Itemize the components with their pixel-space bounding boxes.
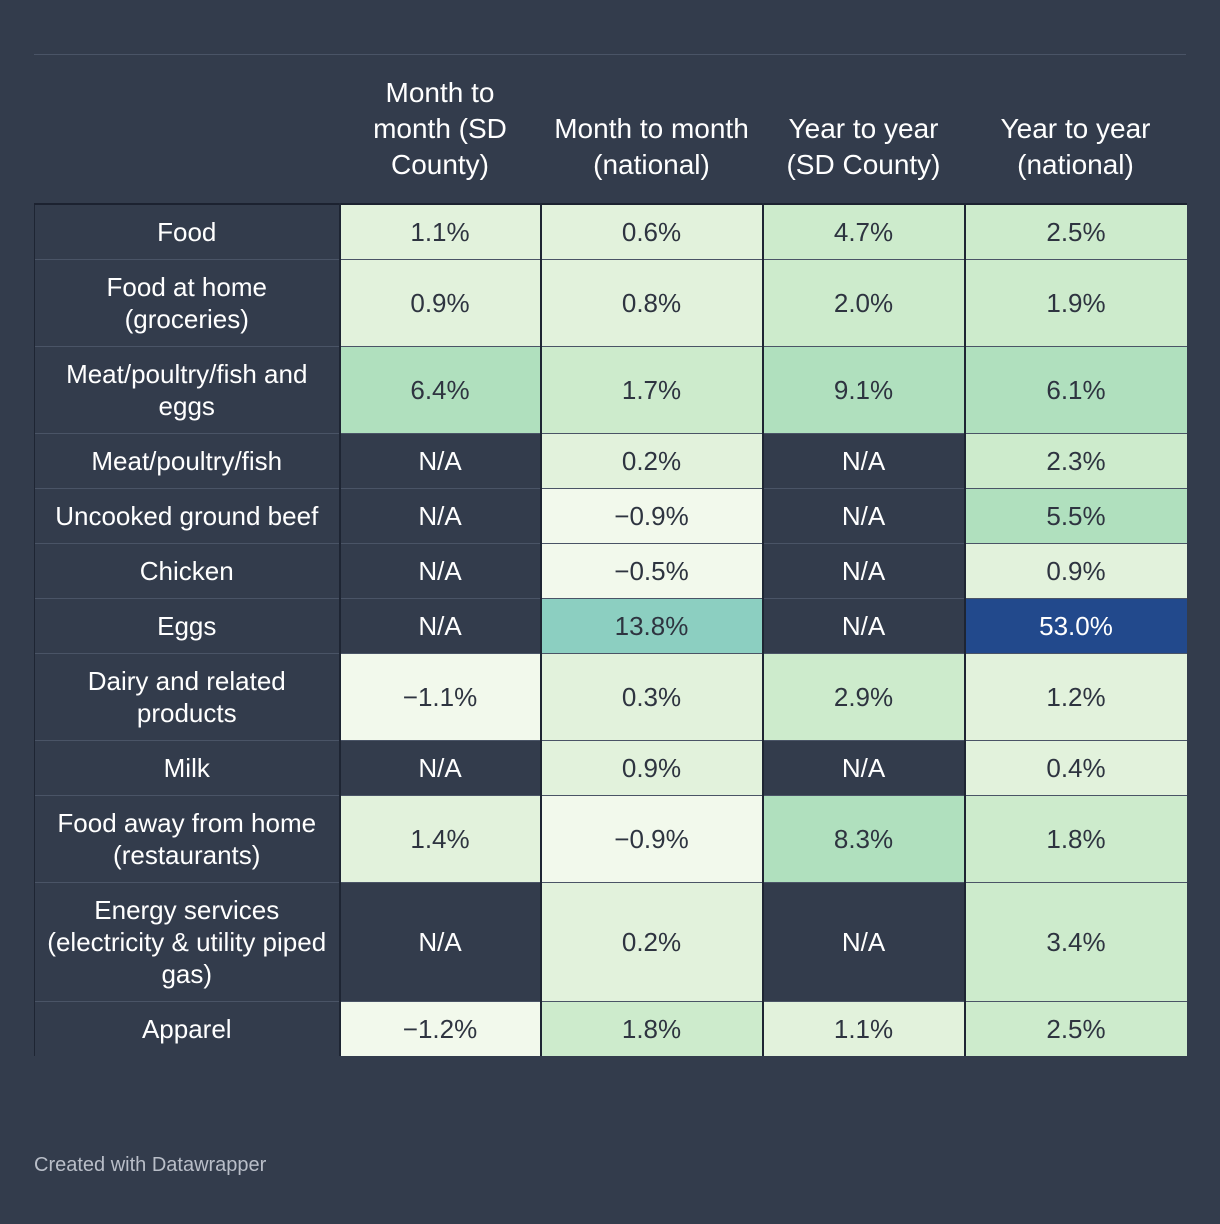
row-label: Food at home (groceries) (34, 259, 340, 347)
table-cell: N/A (761, 740, 965, 796)
column-header[interactable]: Year to year (SD County) (786, 113, 941, 180)
table-cell: N/A (338, 882, 541, 1002)
table-cell: −0.5% (539, 543, 763, 599)
table-cell: 0.2% (539, 882, 763, 1002)
table-cell: 1.4% (338, 795, 541, 883)
table-cell: 0.9% (539, 740, 763, 796)
column-header[interactable]: Month to month (national) (554, 113, 749, 180)
column-header[interactable]: Month to month (SD County) (373, 77, 507, 180)
row-label: Energy services (electricity & utility p… (34, 882, 340, 1002)
table-cell: 1.8% (539, 1001, 763, 1056)
table-cell: N/A (761, 488, 965, 544)
table-cell: 4.7% (761, 204, 965, 260)
table-cell: −1.2% (338, 1001, 541, 1056)
table-cell: 5.5% (963, 488, 1187, 544)
table-cell: 0.9% (963, 543, 1187, 599)
table-cell: N/A (761, 882, 965, 1002)
table-cell: 1.7% (539, 346, 763, 434)
table-cell: 1.2% (963, 653, 1187, 741)
table-cell: 1.8% (963, 795, 1187, 883)
row-label: Dairy and related products (34, 653, 340, 741)
footer-credit: Created with Datawrapper (34, 1154, 267, 1176)
table-cell: 3.4% (963, 882, 1187, 1002)
row-label: Food (34, 204, 340, 260)
table-row: Food 1.1% 0.6% 4.7% 2.5% (34, 204, 1187, 260)
table-row: Meat/poultry/fish and eggs 6.4% 1.7% 9.1% 6.… (34, 346, 1187, 434)
table-cell: 1.9% (963, 259, 1187, 347)
table-cell: 9.1% (761, 346, 965, 434)
table-row: Apparel −1.2% 1.8% 1.1% 2.5% (34, 1001, 1187, 1056)
table-cell: 0.8% (539, 259, 763, 347)
row-label: Chicken (34, 543, 340, 599)
table-row: Food at home (groceries) 0.9% 0.8% 2.0% 1.9% (34, 259, 1187, 347)
row-label: Apparel (34, 1001, 340, 1056)
row-label: Meat/poultry/fish (34, 433, 340, 489)
table-row: Milk N/A 0.9% N/A 0.4% (34, 740, 1187, 796)
table-row: Dairy and related products −1.1% 0.3% 2.9% 1… (34, 653, 1187, 741)
table-cell: N/A (761, 543, 965, 599)
table-cell: N/A (761, 433, 965, 489)
table-cell: N/A (338, 740, 541, 796)
table-cell: 2.5% (963, 204, 1187, 260)
table-row: Uncooked ground beef N/A −0.9% N/A 5.5% (34, 488, 1187, 544)
table-cell: 2.9% (761, 653, 965, 741)
table-container: Month to month (SD County) Month to mont… (34, 54, 1187, 1056)
table-cell: 1.1% (761, 1001, 965, 1056)
table-cell: 1.1% (338, 204, 541, 260)
table-cell: N/A (338, 488, 541, 544)
table-cell: 53.0% (963, 598, 1187, 654)
row-label: Eggs (34, 598, 340, 654)
table-cell: N/A (761, 598, 965, 654)
table-row: Food away from home (restaurants) 1.4% −0.… (34, 795, 1187, 883)
row-label: Milk (34, 740, 340, 796)
column-header (35, 75, 340, 204)
table-body: Food 1.1% 0.6% 4.7% 2.5% Food at home (grocer… (34, 204, 1187, 1056)
table-row: Meat/poultry/fish N/A 0.2% N/A 2.3% (34, 433, 1187, 489)
header-row: Month to month (SD County) Month to mont… (35, 75, 1187, 204)
row-label: Uncooked ground beef (34, 488, 340, 544)
table-row: Energy services (electricity & utility p… (34, 882, 1187, 1002)
table-cell: N/A (338, 543, 541, 599)
table-cell: 0.9% (338, 259, 541, 347)
table-cell: N/A (338, 598, 541, 654)
table-cell: N/A (338, 433, 541, 489)
table-cell: 0.4% (963, 740, 1187, 796)
top-divider (34, 54, 1186, 55)
table-cell: 13.8% (539, 598, 763, 654)
table-cell: 6.4% (338, 346, 541, 434)
table-cell: 0.3% (539, 653, 763, 741)
column-header[interactable]: Year to year (national) (1000, 113, 1151, 180)
data-table: Month to month (SD County) Month to mont… (34, 75, 1187, 1056)
table-cell: 8.3% (761, 795, 965, 883)
table-cell: −1.1% (338, 653, 541, 741)
table-cell: 2.0% (761, 259, 965, 347)
table-row: Chicken N/A −0.5% N/A 0.9% (34, 543, 1187, 599)
table-row: Eggs N/A 13.8% N/A 53.0% (34, 598, 1187, 654)
table-cell: 0.2% (539, 433, 763, 489)
row-label: Meat/poultry/fish and eggs (34, 346, 340, 434)
table-cell: 6.1% (963, 346, 1187, 434)
table-cell: 2.3% (963, 433, 1187, 489)
table-cell: −0.9% (539, 488, 763, 544)
table-cell: −0.9% (539, 795, 763, 883)
table-cell: 2.5% (963, 1001, 1187, 1056)
row-label: Food away from home (restaurants) (34, 795, 340, 883)
table-cell: 0.6% (539, 204, 763, 260)
